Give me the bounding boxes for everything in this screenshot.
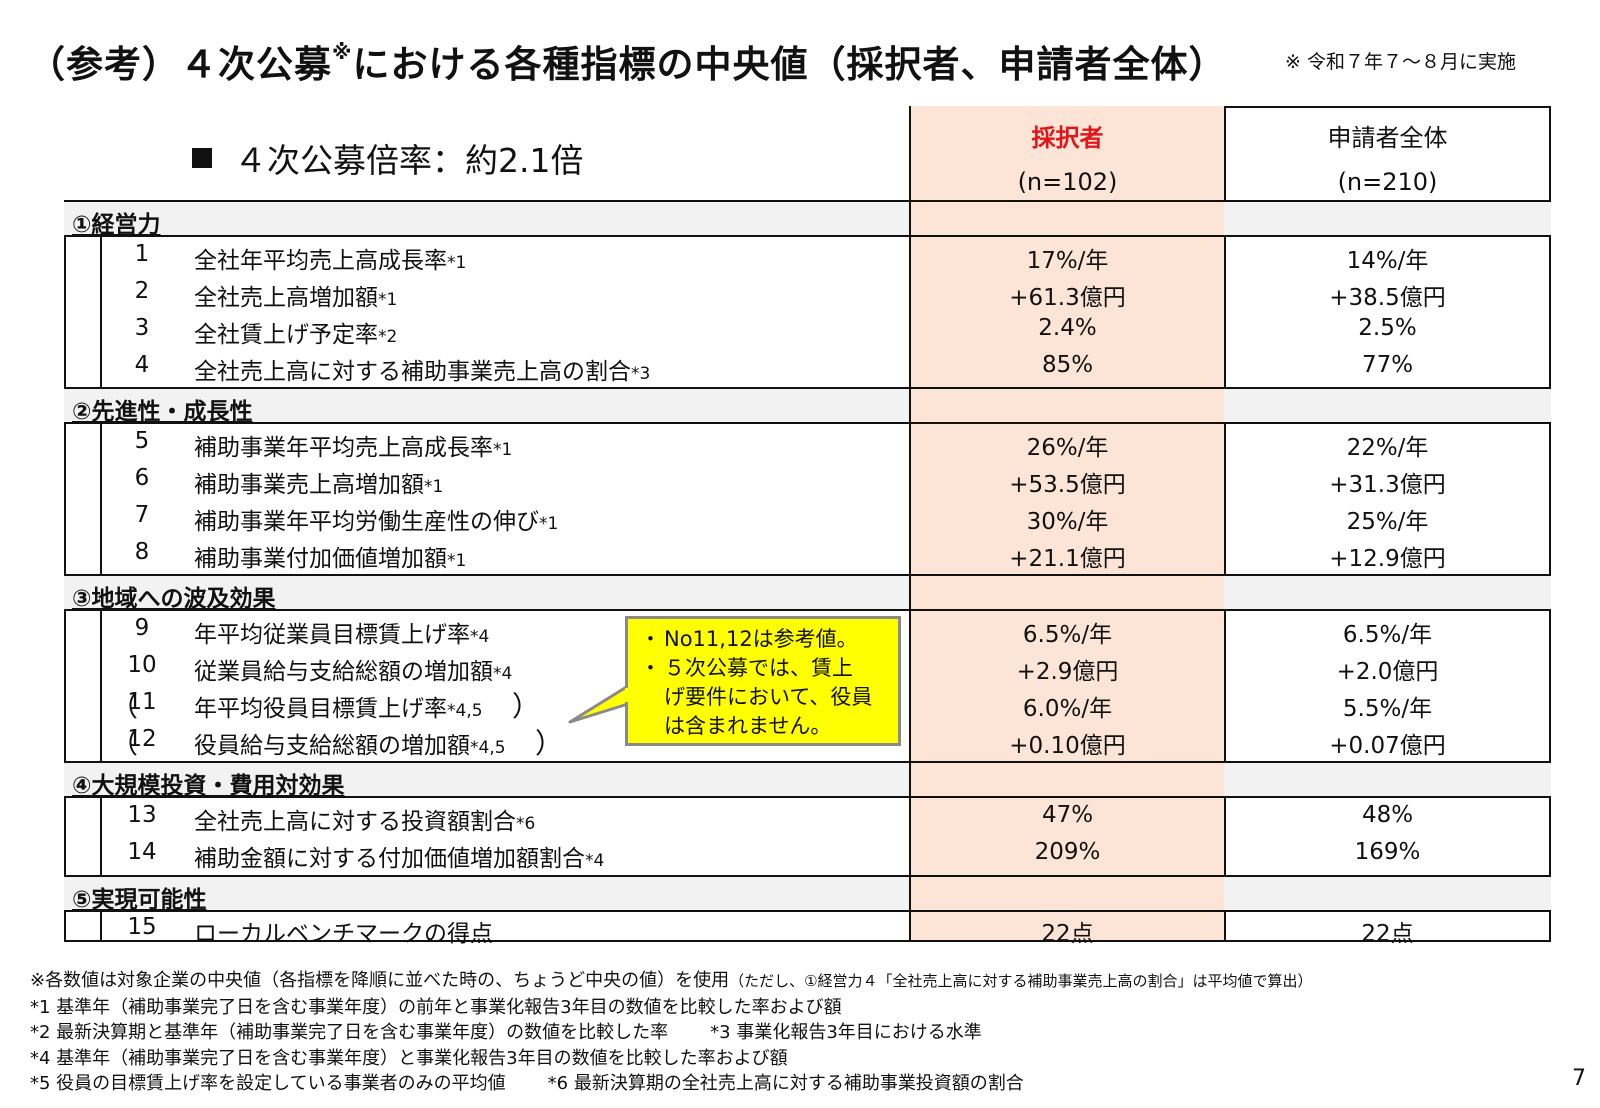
table-row: 5 補助事業年平均売上高成長率*1 26%/年 22%/年 bbox=[134, 428, 1429, 461]
table-row: 8 補助事業付加価値増加額*1 +21.1億円 +12.9億円 bbox=[134, 539, 1446, 572]
table-row: （12 役員給与支給総額の増加額*4,5） +0.10億円 +0.07億円 bbox=[110, 726, 1446, 760]
footnote-4: *4 基準年（補助事業完了日を含む事業年度）と事業化報告3年目の数値を比較した率… bbox=[30, 1047, 788, 1069]
footnote-2-3: *2 最新決算期と基準年（補助事業完了日を含む事業年度）の数値を比較した率 *3 … bbox=[30, 1022, 982, 1043]
table-row: 2 全社売上高増加額*1 +61.3億円 +38.5億円 bbox=[134, 278, 1446, 311]
category-row: ③地域への波及効果 bbox=[64, 574, 1551, 612]
footnote-1: *1 基準年（補助事業完了日を含む事業年度）の前年と事業化報告3年目の数値を比較… bbox=[30, 996, 842, 1018]
table-row: 14 補助金額に対する付加価値増加額割合*4 209% 169% bbox=[127, 839, 1421, 872]
table-row: 15 ローカルベンチマークの得点 22点 22点 bbox=[127, 914, 1414, 947]
group-box-4 bbox=[100, 798, 102, 875]
footnote-5-6: *5 役員の目標賃上げ率を設定している事業者のみの平均値 *6 最新決算期の全社売… bbox=[30, 1073, 1024, 1094]
selected-header: 採択者 bbox=[1031, 124, 1104, 152]
category-row: ②先進性・成長性 bbox=[64, 387, 1551, 425]
table-row: 4 全社売上高に対する補助事業売上高の割合*3 85% 77% bbox=[134, 352, 1414, 385]
table-row: 1 全社年平均売上高成長率*1 17%/年 14%/年 bbox=[134, 241, 1429, 274]
table-row: 7 補助事業年平均労働生産性の伸び*1 30%/年 25%/年 bbox=[134, 502, 1429, 535]
selected-column bbox=[909, 106, 1226, 942]
application-ratio: ４次公募倍率：約2.1倍 bbox=[192, 134, 583, 182]
all-applicants-header: 申請者全体 bbox=[1327, 124, 1448, 152]
table-row: 13 全社売上高に対する投資額割合*6 47% 48% bbox=[127, 802, 1414, 835]
category-row: ④大規模投資・費用対効果 bbox=[64, 761, 1551, 799]
implementation-note: ※ 令和７年７～８月に実施 bbox=[1285, 51, 1516, 73]
table-row: （11 年平均役員目標賃上げ率*4,5） 6.0%/年 5.5%/年 bbox=[110, 689, 1433, 723]
footnote-median: ※各数値は対象企業の中央値（各指標を降順に並べた時の、ちょうど中央の値）を使用（… bbox=[30, 970, 1313, 991]
group-box-3 bbox=[100, 611, 102, 761]
category-row: ⑤実現可能性 bbox=[64, 875, 1551, 913]
group-box-2 bbox=[100, 424, 102, 574]
table-row: 10 従業員給与支給総額の増加額*4 +2.9億円 +2.0億円 bbox=[127, 652, 1439, 685]
table-row: 3 全社賃上げ予定率*2 2.4% 2.5% bbox=[134, 315, 1417, 348]
square-bullet-icon bbox=[192, 148, 212, 168]
page-number: 7 bbox=[1572, 1066, 1586, 1091]
group-box-5 bbox=[100, 912, 102, 942]
table-row: 9 年平均従業員目標賃上げ率*4 6.5%/年 6.5%/年 bbox=[134, 615, 1433, 648]
footnotes: ※各数値は対象企業の中央値（各指標を降順に並べた時の、ちょうど中央の値）を使用（… bbox=[30, 968, 1313, 1097]
all-applicants-count: (n=210) bbox=[1337, 168, 1438, 196]
category-row: ①経営力 bbox=[64, 200, 1551, 238]
table-row: 6 補助事業売上高増加額*1 +53.5億円 +31.3億円 bbox=[134, 465, 1446, 498]
group-box-1 bbox=[100, 237, 102, 387]
all-applicants-header-cell bbox=[1224, 106, 1551, 200]
reference-callout: ・ No11,12は参考値。 ・ ５次公募では、賃上 げ要件において、役員 は含まれ… bbox=[625, 616, 901, 746]
page-title: （参考）４次公募※における各種指標の中央値（採択者、申請者全体） bbox=[28, 40, 1227, 86]
selected-count: (n=102) bbox=[1017, 168, 1118, 196]
